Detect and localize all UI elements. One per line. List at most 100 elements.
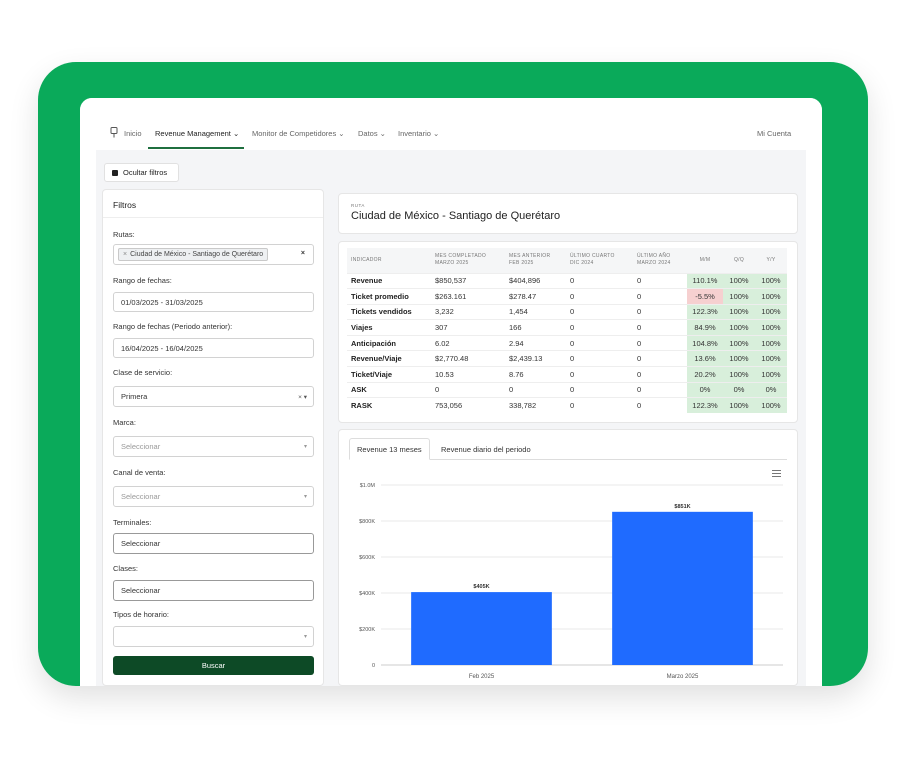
marca-select[interactable]: Seleccionar ▾: [113, 436, 314, 457]
hide-filters-button[interactable]: Ocultar filtros: [104, 163, 179, 182]
clear-icon[interactable]: ×: [300, 250, 305, 257]
value-cell: $850,537: [431, 272, 505, 289]
hamburger-menu-icon[interactable]: [772, 470, 781, 479]
nav-monitor-competidores[interactable]: Monitor de Competidores ⌄: [252, 129, 345, 138]
indicator-cell: Revenue: [347, 272, 431, 289]
y-tick-label: $800K: [359, 519, 375, 525]
value-cell: 0: [633, 397, 687, 414]
value-cell: 10.53: [431, 366, 505, 383]
clases-label: Clases:: [113, 564, 139, 573]
y-tick-label: $400K: [359, 591, 375, 597]
change-cell: 110.1%: [687, 272, 723, 289]
metrics-header-row: INDICADOR MES COMPLETADO MARZO 2025 MES A…: [347, 248, 787, 273]
table-row: Tickets vendidos 3,232 1,454 0 0 122.3% 100% 10…: [347, 303, 787, 320]
date-range-input[interactable]: 01/03/2025 - 31/03/2025: [113, 292, 314, 312]
canal-select[interactable]: Seleccionar ▾: [113, 486, 314, 507]
change-cell: 100%: [723, 272, 755, 289]
value-cell: 0: [566, 272, 633, 289]
change-cell: 100%: [755, 366, 787, 383]
nav-mi-cuenta[interactable]: Mi Cuenta: [757, 129, 792, 138]
table-row: Ticket/Viaje 10.53 8.76 0 0 20.2% 100% 100%: [347, 366, 787, 383]
col-yy: Y/Y: [755, 248, 787, 273]
clase-value: Primera: [121, 392, 148, 401]
x-tick-label: Feb 2025: [469, 674, 495, 680]
change-cell: 100%: [723, 319, 755, 336]
value-cell: 0: [633, 381, 687, 398]
terminales-label: Terminales:: [113, 518, 152, 527]
date-range-prev-input[interactable]: 16/04/2025 - 16/04/2025: [113, 338, 314, 358]
change-cell: 122.3%: [687, 303, 723, 320]
table-row: Ticket promedio $263.161 $278.47 0 0 -5.5% 100…: [347, 288, 787, 305]
chart-tabs: Revenue 13 meses Revenue diario del peri…: [349, 438, 787, 460]
filters-title: Filtros: [113, 200, 137, 210]
data-label: $851K: [674, 504, 690, 510]
logo-icon: [110, 127, 118, 138]
value-cell: 0: [633, 366, 687, 383]
change-cell: 0%: [687, 381, 723, 398]
tab-revenue-diario[interactable]: Revenue diario del periodo: [441, 444, 531, 454]
value-cell: 6.02: [431, 334, 505, 351]
change-cell: 100%: [723, 366, 755, 383]
indicator-cell: Viajes: [347, 319, 431, 336]
tab-revenue-13-meses[interactable]: Revenue 13 meses: [349, 438, 430, 460]
value-cell: 0: [566, 381, 633, 398]
nav-inventario[interactable]: Inventario ⌄: [398, 129, 440, 138]
indicator-cell: Anticipación: [347, 334, 431, 351]
value-cell: 0: [566, 334, 633, 351]
clase-select[interactable]: Primera × ▾: [113, 386, 314, 407]
horario-select[interactable]: ▾: [113, 626, 314, 647]
filters-divider: [103, 217, 323, 218]
value-cell: $2,770.48: [431, 350, 505, 367]
value-cell: 307: [431, 319, 505, 336]
table-row: Anticipación 6.02 2.94 0 0 104.8% 100% 100%: [347, 334, 787, 351]
value-cell: 0: [633, 350, 687, 367]
route-chip: × Ciudad de México - Santiago de Queréta…: [118, 248, 269, 261]
value-cell: 0: [566, 319, 633, 336]
clases-input[interactable]: Seleccionar: [113, 580, 314, 601]
table-row: Viajes 307 166 0 0 84.9% 100% 100%: [347, 319, 787, 336]
value-cell: 0: [633, 334, 687, 351]
chevron-down-icon: ▾: [303, 494, 307, 500]
chip-remove-icon[interactable]: ×: [123, 251, 128, 258]
value-cell: 2.94: [505, 334, 566, 351]
change-cell: 100%: [755, 350, 787, 367]
change-cell: 100%: [755, 303, 787, 320]
value-cell: 0: [633, 319, 687, 336]
revenue-bar-chart: 0 $200K $400K $600K $800K $1.0M $405K Feb 2025 $…: [359, 483, 783, 680]
marca-label: Marca:: [113, 418, 136, 427]
route-kicker: RUTA: [351, 203, 365, 208]
y-tick-label: $1.0M: [360, 483, 376, 489]
col-mes-completado: MES COMPLETADO MARZO 2025: [431, 248, 505, 273]
nav-revenue-management[interactable]: Revenue Management ⌄: [155, 129, 240, 138]
search-button[interactable]: Buscar: [113, 656, 314, 675]
bar: [612, 511, 753, 665]
clase-controls-icon[interactable]: × ▾: [298, 394, 307, 401]
marca-placeholder: Seleccionar: [121, 442, 161, 451]
change-cell: -5.5%: [687, 288, 723, 305]
change-cell: 100%: [755, 288, 787, 305]
nav-inicio[interactable]: Inicio: [124, 129, 142, 138]
route-header: RUTA Ciudad de México - Santiago de Quer…: [338, 193, 798, 234]
toggle-square-icon: [112, 169, 118, 176]
rutas-select[interactable]: × Ciudad de México - Santiago de Queréta…: [113, 244, 314, 265]
value-cell: 0: [566, 303, 633, 320]
canal-label: Canal de venta:: [113, 468, 166, 477]
change-cell: 100%: [723, 303, 755, 320]
nav-active-indicator: [148, 147, 244, 149]
canal-placeholder: Seleccionar: [121, 492, 161, 501]
table-row: Revenue/Viaje $2,770.48 $2,439.13 0 0 13.6% 10…: [347, 350, 787, 367]
change-cell: 100%: [723, 350, 755, 367]
col-indicador: INDICADOR: [347, 248, 431, 273]
value-cell: 3,232: [431, 303, 505, 320]
nav-datos[interactable]: Datos ⌄: [358, 129, 386, 138]
change-cell: 100%: [755, 272, 787, 289]
change-cell: 100%: [723, 334, 755, 351]
rutas-label: Rutas:: [113, 230, 135, 239]
change-cell: 13.6%: [687, 350, 723, 367]
change-cell: 122.3%: [687, 397, 723, 414]
value-cell: 1,454: [505, 303, 566, 320]
value-cell: $2,439.13: [505, 350, 566, 367]
value-cell: 0: [505, 381, 566, 398]
indicator-cell: Ticket promedio: [347, 288, 431, 305]
terminales-input[interactable]: Seleccionar: [113, 533, 314, 554]
